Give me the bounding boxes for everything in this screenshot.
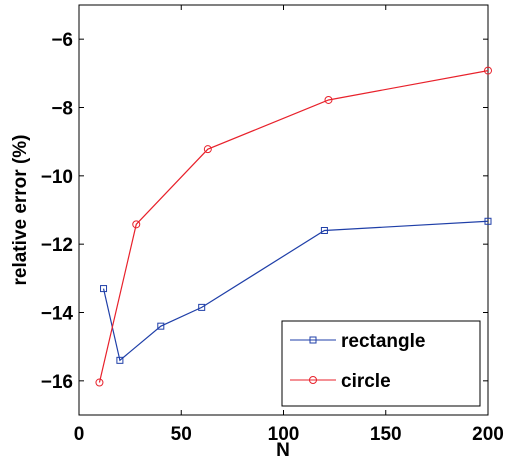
x-tick-label: 200 [472, 424, 504, 445]
y-tick-label: −8 [51, 99, 73, 120]
legend-box [281, 320, 481, 407]
data-point-circle [484, 66, 492, 75]
y-tick-label: −10 [41, 167, 73, 188]
x-axis-label: N [276, 440, 290, 461]
data-point-rectangle [100, 285, 108, 293]
legend-marker-circle [309, 376, 317, 384]
x-tick-label: 100 [268, 424, 300, 445]
y-tick-label: −16 [41, 372, 73, 393]
data-point-circle [203, 145, 212, 154]
legend: rectangle circle [281, 320, 481, 407]
series-line-rectangle [102, 220, 489, 362]
data-point-rectangle [157, 322, 165, 330]
data-point-rectangle [320, 227, 328, 234]
data-point-rectangle [116, 356, 124, 364]
y-tick-label: −12 [41, 235, 73, 256]
tick-labels: 0 50 100 150 200 −16 −14 −12 −10 −8 −6 [41, 30, 504, 445]
data-point-rectangle [198, 303, 206, 311]
axis-ticks [78, 5, 489, 415]
legend-label-rectangle: rectangle [341, 331, 425, 352]
series-layer [95, 66, 492, 387]
y-axis-label: relative error (%) [10, 134, 31, 285]
x-tick-label: 50 [171, 424, 192, 445]
x-tick-label: 0 [74, 424, 85, 445]
data-point-circle [132, 220, 141, 229]
series-line-circle [98, 70, 489, 383]
legend-marker-rectangle [309, 336, 317, 344]
x-tick-label: 150 [370, 424, 402, 445]
data-point-circle [95, 378, 104, 387]
y-tick-label: −6 [51, 30, 73, 51]
data-point-circle [324, 95, 333, 104]
data-point-rectangle [484, 217, 492, 225]
y-tick-label: −14 [41, 304, 74, 325]
legend-label-circle: circle [341, 371, 391, 392]
